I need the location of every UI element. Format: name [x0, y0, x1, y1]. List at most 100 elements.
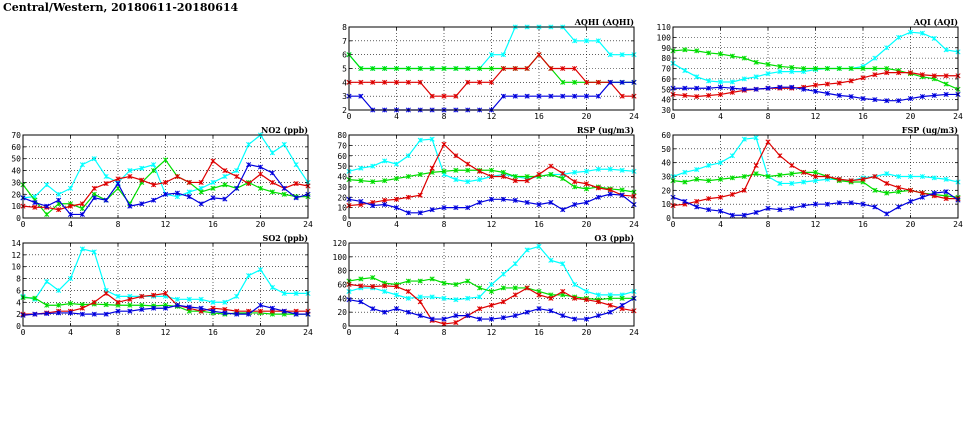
- fsp-data-point: [812, 169, 819, 175]
- fsp-data-point: [943, 189, 949, 195]
- rsp-data-point: [607, 187, 613, 193]
- fsp-data-point: [753, 171, 759, 177]
- rsp-data-point: [595, 185, 601, 191]
- aqi-data-point: [824, 81, 830, 87]
- no2-data-point: [269, 189, 275, 195]
- o3-data-point: [500, 299, 506, 305]
- svg-text:24: 24: [629, 328, 639, 337]
- svg-text:12: 12: [811, 220, 821, 229]
- rsp-data-point: [488, 196, 495, 202]
- so2-data-point: [269, 305, 275, 311]
- svg-text:100: 100: [333, 253, 348, 262]
- no2-data-point: [44, 182, 50, 188]
- aqi-series-3: [670, 84, 961, 104]
- rsp-data-point: [429, 207, 435, 213]
- aqi-data-point: [789, 69, 795, 75]
- no2-data-point: [44, 211, 50, 217]
- svg-text:50: 50: [661, 85, 671, 94]
- rsp-series-2: [346, 141, 637, 209]
- svg-text:60: 60: [337, 281, 347, 290]
- so2-data-point: [127, 296, 133, 302]
- rsp-data-point: [488, 173, 495, 180]
- o3-data-point: [619, 302, 625, 308]
- aqi-data-point: [812, 82, 819, 88]
- no2-data-point: [115, 176, 121, 182]
- aqhi-data-point: [453, 65, 459, 72]
- no2-data-point: [210, 179, 216, 185]
- svg-text:24: 24: [629, 112, 639, 121]
- aqi-data-point: [682, 68, 688, 74]
- o3-data-point: [572, 281, 578, 288]
- o3-data-point: [607, 302, 613, 308]
- svg-text:10: 10: [11, 202, 21, 211]
- aqi-data-point: [741, 55, 747, 61]
- fsp-data-point: [931, 190, 937, 196]
- no2-data-point: [246, 162, 252, 168]
- o3-data-point: [417, 278, 423, 284]
- svg-text:60: 60: [661, 131, 671, 140]
- o3-data-point: [488, 288, 495, 294]
- fsp-data-point: [729, 212, 735, 218]
- no2-data-point: [162, 179, 169, 185]
- aqi-y-tick: 40: [661, 96, 958, 105]
- o3-data-point: [500, 315, 506, 321]
- no2-data-point: [222, 182, 228, 188]
- o3-data-point: [358, 276, 364, 282]
- o3-data-point: [536, 292, 542, 298]
- rsp-series-line: [348, 169, 635, 193]
- aqhi-data-point: [405, 79, 411, 85]
- o3-data-point: [512, 261, 518, 267]
- rsp-data-point: [619, 192, 625, 198]
- o3-data-point: [488, 281, 495, 288]
- so2-data-point: [91, 311, 97, 317]
- so2-data-point: [103, 290, 109, 296]
- aqhi-data-point: [488, 52, 495, 58]
- fsp-data-point: [682, 198, 688, 204]
- o3-data-point: [512, 292, 518, 298]
- svg-text:90: 90: [661, 44, 671, 53]
- no2-data-point: [67, 203, 74, 209]
- fsp-data-point: [789, 180, 795, 186]
- rsp-data-point: [560, 170, 566, 176]
- aqi-data-point: [777, 84, 783, 90]
- so2-data-point: [127, 308, 133, 314]
- svg-text:70: 70: [661, 65, 671, 74]
- svg-text:120: 120: [333, 239, 348, 248]
- aqi-data-point: [717, 79, 724, 85]
- fsp-data-point: [919, 173, 925, 180]
- so2-data-point: [186, 296, 192, 302]
- no2-data-point: [257, 185, 264, 191]
- fsp-data-point: [919, 190, 925, 196]
- aqhi-data-point: [572, 38, 578, 44]
- fsp-data-point: [741, 173, 747, 180]
- fsp-title: FSP (ug/m3): [902, 125, 958, 135]
- rsp-data-point: [382, 158, 388, 164]
- svg-text:40: 40: [11, 167, 21, 176]
- svg-text:80: 80: [337, 131, 347, 140]
- aqi-data-point: [753, 59, 759, 65]
- aqhi-data-point: [370, 65, 376, 72]
- rsp-data-point: [453, 177, 459, 183]
- aqi-x-tick: 12: [811, 27, 820, 121]
- rsp-data-point: [441, 168, 447, 174]
- no2-data-point: [281, 185, 287, 191]
- svg-text:16: 16: [858, 220, 868, 229]
- o3-data-point: [405, 278, 411, 284]
- svg-text:100: 100: [657, 33, 672, 42]
- rsp-data-point: [583, 186, 590, 192]
- aqhi-data-point: [488, 79, 495, 85]
- rsp-data-point: [500, 173, 506, 180]
- svg-text:80: 80: [337, 267, 347, 276]
- so2-x-tick: 8: [116, 243, 121, 337]
- aqi-data-point: [753, 74, 759, 80]
- fsp-data-point: [729, 153, 735, 159]
- o3-series-3: [346, 295, 637, 322]
- svg-text:0: 0: [347, 220, 352, 229]
- so2-data-point: [257, 267, 264, 273]
- svg-text:4: 4: [342, 78, 347, 87]
- aqhi-data-point: [572, 79, 578, 85]
- o3-data-point: [619, 295, 625, 301]
- rsp-data-point: [548, 199, 554, 205]
- so2-data-point: [198, 305, 204, 311]
- aqi-data-point: [884, 98, 890, 104]
